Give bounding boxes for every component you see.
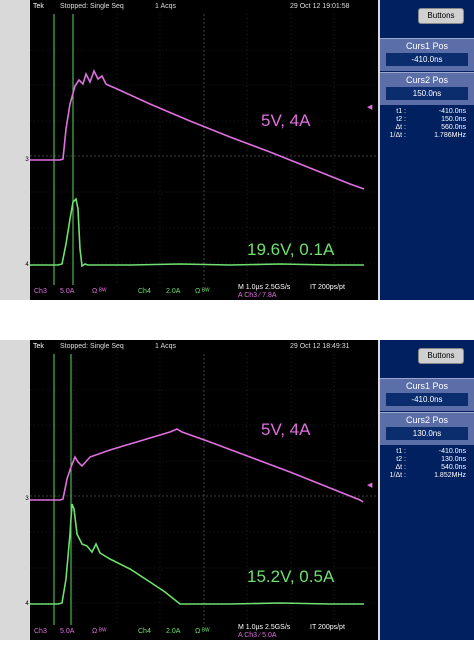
ch4-scale: 2.0A (166, 628, 181, 635)
pink-trigger-marker: ◀ (367, 482, 373, 489)
meas-row: 1/Δt :1.852MHz (389, 472, 466, 479)
meas-row: t1 : -410.0ns (396, 108, 466, 115)
curs2-label: Curs2 Pos (405, 415, 449, 425)
meas-row: t2 :130.0ns (396, 456, 466, 463)
waveform-canvas: ◀ (30, 354, 378, 639)
resolution: IT 200ps/pt (310, 284, 345, 291)
scope-screen[interactable]: ◀ 5V, 4A 15.2V, 0.5A (30, 354, 378, 639)
curs2-label: Curs2 Pos (405, 75, 449, 85)
ch4-symbol: Ω ᴮᵂ (195, 288, 210, 295)
meas-row: 1/Δt :1.786MHz (389, 132, 466, 139)
ch3-marker: 3 (25, 157, 29, 163)
pink-trigger-marker: ◀ (367, 104, 373, 111)
meas-row: t2 :150.0ns (396, 116, 466, 123)
meas-row: Δt :540.0ns (395, 464, 466, 471)
ch3-label: Ch3 (34, 628, 47, 635)
cursor-measurements: t1 : -410.0ns t2 :130.0ns Δt :540.0ns 1/Δ… (384, 448, 472, 480)
curs2-pos[interactable]: Curs2 Pos 130.0ns (380, 412, 474, 445)
curs1-value: -410.0ns (386, 393, 468, 406)
pink-trace (30, 428, 364, 503)
ch3-scale: 5.0A (60, 628, 75, 635)
ch3-scale: 5.0A (60, 288, 75, 295)
timebase: M 1.0µs 2.5GS/s (238, 284, 291, 291)
side-menu: Buttons Curs1 Pos -410.0ns Curs2 Pos 150… (380, 0, 474, 300)
ch4-label: Ch4 (138, 628, 151, 635)
curs2-pos[interactable]: Curs2 Pos 150.0ns (380, 72, 474, 105)
ch4-marker: 4 (25, 262, 29, 268)
status-bar: Ch3 5.0A Ω ᴮᵂ Ch4 2.0A Ω ᴮᵂ M 1.0µs 2.5G… (30, 624, 378, 640)
curs1-pos[interactable]: Curs1 Pos -410.0ns (380, 38, 474, 71)
brand: Tek (33, 343, 44, 350)
waveform-canvas: ◀ (30, 14, 378, 299)
channel-markers: 3 4 (0, 14, 30, 299)
resolution: IT 200ps/pt (310, 624, 345, 631)
ch3-label: Ch3 (34, 288, 47, 295)
green-trace (30, 197, 364, 268)
meas-row: Δt :560.0ns (395, 124, 466, 131)
cursor-measurements: t1 : -410.0ns t2 :150.0ns Δt :560.0ns 1/Δ… (384, 108, 472, 140)
header-bar: Tek Stopped: Single Seq 1 Acqs 29 Oct 12… (30, 0, 378, 14)
buttons-button[interactable]: Buttons (418, 8, 464, 24)
green-trace (30, 503, 364, 605)
acq-count: 1 Acqs (155, 3, 177, 10)
datetime: 29 Oct 12 18:49:31 (290, 343, 350, 350)
pink-trace (30, 68, 365, 190)
ch3-symbol: Ω ᴮᵂ (92, 288, 107, 295)
ch4-scale: 2.0A (166, 288, 181, 295)
channel-markers: 3 4 (0, 354, 30, 639)
green-trace-label: 15.2V, 0.5A (247, 567, 335, 586)
curs1-label: Curs1 Pos (405, 381, 449, 391)
curs1-pos[interactable]: Curs1 Pos -410.0ns (380, 378, 474, 411)
pink-trace-label: 5V, 4A (261, 420, 311, 439)
curs1-value: -410.0ns (386, 53, 468, 66)
ch3-marker: 3 (25, 496, 29, 502)
brand: Tek (33, 3, 44, 10)
curs1-label: Curs1 Pos (405, 41, 449, 51)
curs2-value: 150.0ns (386, 87, 468, 100)
ch4-label: Ch4 (138, 288, 151, 295)
scope-panel-1: 3 4 Tek Stopped: Single Seq 1 Acqs 29 Oc… (0, 0, 474, 300)
ch4-marker: 4 (25, 601, 29, 607)
datetime: 29 Oct 12 19:01:58 (290, 3, 350, 10)
ch4-symbol: Ω ᴮᵂ (195, 628, 210, 635)
pink-trace-label: 5V, 4A (261, 111, 311, 130)
acq-state: Stopped: Single Seq (60, 3, 124, 10)
ch3-symbol: Ω ᴮᵂ (92, 628, 107, 635)
side-menu: Buttons Curs1 Pos -410.0ns Curs2 Pos 130… (380, 340, 474, 640)
green-trace-label: 19.6V, 0.1A (247, 240, 335, 259)
timebase: M 1.0µs 2.5GS/s (238, 624, 291, 631)
trigger-info: A Ch3 ∕ 5.0A (238, 632, 277, 639)
scope-screen[interactable]: ◀ 5V, 4A 19.6V, 0.1A (30, 14, 378, 299)
acq-state: Stopped: Single Seq (60, 343, 124, 350)
acq-count: 1 Acqs (155, 343, 177, 350)
meas-row: t1 : -410.0ns (396, 448, 466, 455)
buttons-button[interactable]: Buttons (418, 348, 464, 364)
curs2-value: 130.0ns (386, 427, 468, 440)
grid (30, 354, 378, 639)
status-bar: Ch3 5.0A Ω ᴮᵂ Ch4 2.0A Ω ᴮᵂ M 1.0µs 2.5G… (30, 284, 378, 300)
trigger-info: A Ch3 ∕ 7.8A (238, 292, 277, 299)
scope-panel-2: 3 4 Tek Stopped: Single Seq 1 Acqs 29 Oc… (0, 340, 474, 640)
header-bar: Tek Stopped: Single Seq 1 Acqs 29 Oct 12… (30, 340, 378, 354)
